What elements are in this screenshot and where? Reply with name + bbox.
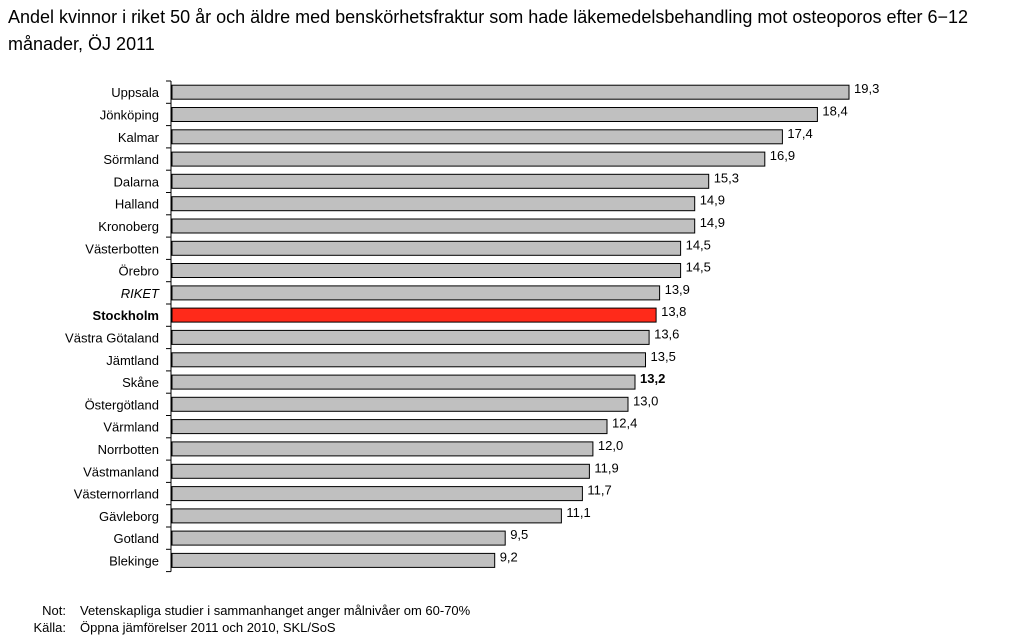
value-label: 13,0 <box>633 393 658 408</box>
category-label: Blekinge <box>109 553 159 568</box>
bar-jönköping <box>171 107 818 122</box>
category-label: Värmland <box>103 420 159 435</box>
value-label: 12,4 <box>612 416 637 431</box>
category-label: Skåne <box>122 375 159 390</box>
bar-dalarna <box>171 173 710 189</box>
category-label: Östergötland <box>85 397 159 412</box>
value-label: 13,2 <box>640 371 665 386</box>
category-label: Västernorrland <box>74 487 159 502</box>
category-label: RIKET <box>121 286 160 301</box>
bar-västmanland <box>171 463 590 479</box>
bar-uppsala <box>171 84 850 100</box>
category-label: Jämtland <box>106 353 159 368</box>
value-label: 11,9 <box>594 460 618 475</box>
bar-blekinge <box>171 552 496 568</box>
value-label: 11,7 <box>587 483 611 498</box>
category-label: Västerbotten <box>85 241 159 256</box>
bar-östergötland <box>171 396 629 412</box>
bar-västra-götaland <box>171 329 650 345</box>
category-label: Kalmar <box>118 130 160 145</box>
value-label: 14,9 <box>700 193 725 208</box>
category-label: Sörmland <box>103 152 159 167</box>
bar-skåne <box>171 374 636 390</box>
value-label: 17,4 <box>787 126 812 141</box>
category-label: Gävleborg <box>99 509 159 524</box>
bar-kronoberg <box>171 218 696 234</box>
bar-stockholm <box>171 307 657 323</box>
value-label: 15,3 <box>714 170 739 185</box>
category-label: Dalarna <box>113 174 159 189</box>
value-label: 14,5 <box>686 237 711 252</box>
category-label: Uppsala <box>111 85 159 100</box>
bar-norrbotten <box>171 441 594 457</box>
bar-örebro <box>171 263 682 278</box>
value-label: 12,0 <box>598 438 623 453</box>
bar-gävleborg <box>171 508 562 524</box>
bar-jämtland <box>171 352 646 368</box>
value-label: 14,5 <box>686 260 711 275</box>
note-text: Vetenskapliga studier i sammanhanget ang… <box>80 603 471 618</box>
note-label: Not: <box>42 603 66 618</box>
bar-kalmar <box>171 129 783 145</box>
category-label: Norrbotten <box>98 442 159 457</box>
value-label: 19,3 <box>854 81 879 96</box>
source-row: Källa: Öppna jämförelser 2011 och 2010, … <box>25 619 470 636</box>
value-label: 16,9 <box>770 148 795 163</box>
category-label: Västmanland <box>83 464 159 479</box>
category-label: Västra Götaland <box>65 330 159 345</box>
value-label: 13,6 <box>654 326 679 341</box>
value-label: 14,9 <box>700 215 725 230</box>
category-label: Gotland <box>113 531 159 546</box>
value-label: 18,4 <box>822 104 847 119</box>
bar-riket <box>171 285 661 301</box>
category-label: Kronoberg <box>98 219 159 234</box>
category-label: Örebro <box>119 264 159 279</box>
source-label: Källa: <box>33 620 66 635</box>
chart-title: Andel kvinnor i riket 50 år och äldre me… <box>8 7 969 54</box>
value-label: 13,9 <box>665 282 690 297</box>
value-label: 9,5 <box>510 527 528 542</box>
bar-västerbotten <box>171 240 682 256</box>
bar-västernorrland <box>171 486 583 502</box>
bar-sörmland <box>171 151 766 167</box>
bar-gotland <box>171 530 506 546</box>
value-label: 9,2 <box>500 549 518 564</box>
category-label: Jönköping <box>100 108 159 123</box>
category-label: Halland <box>115 197 159 212</box>
note-row: Not: Vetenskapliga studier i sammanhange… <box>25 602 470 619</box>
value-label: 13,8 <box>661 304 686 319</box>
bar-halland <box>171 196 696 212</box>
source-text: Öppna jämförelser 2011 och 2010, SKL/SoS <box>80 620 336 635</box>
bar-chart: Uppsala 19,3 Jönköping 18,4 Kalmar 17,4 Sörmla… <box>65 80 879 573</box>
bar-värmland <box>171 419 608 435</box>
chart-notes: Not: Vetenskapliga studier i sammanhange… <box>25 602 470 636</box>
value-label: 11,1 <box>566 505 590 520</box>
category-label: Stockholm <box>93 308 159 323</box>
value-label: 13,5 <box>651 349 676 364</box>
